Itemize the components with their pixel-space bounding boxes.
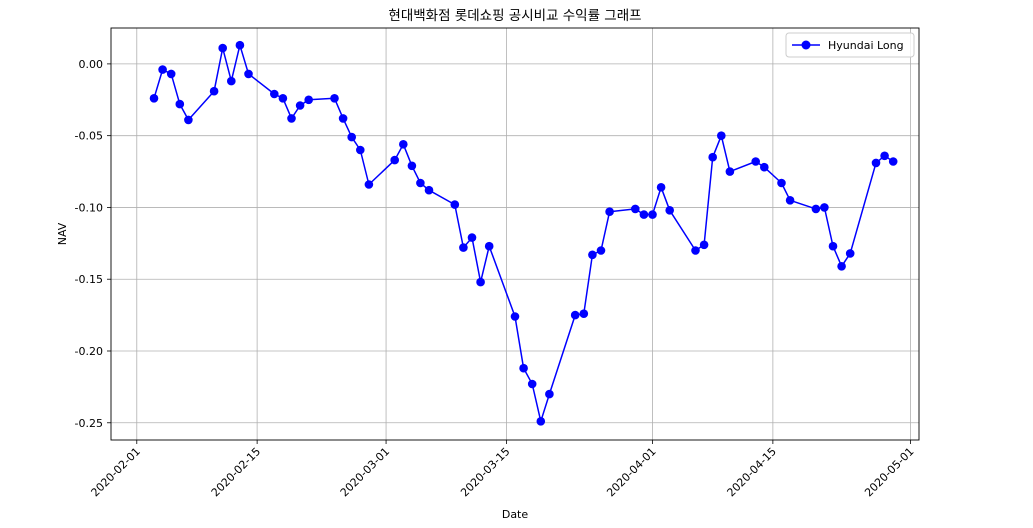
data-point [708,152,717,162]
data-point [467,233,477,242]
data-point [407,161,417,171]
data-point [330,94,339,103]
grid-lines [111,28,919,440]
data-point [596,246,606,255]
data-point [209,86,219,96]
data-point [536,417,546,426]
data-point [270,89,279,99]
legend: Hyundai Long [785,32,915,58]
data-point [579,309,589,319]
plot-frame [110,27,920,441]
y-tick-label: 0.00 [79,58,104,71]
data-point [424,185,434,195]
data-point [691,246,700,255]
data-point [871,158,881,168]
y-tick-label: -0.25 [75,417,103,430]
y-tick-label: -0.20 [75,345,103,358]
data-point [295,101,305,110]
data-point [545,389,554,399]
data-point [364,180,374,189]
data-point [278,94,288,103]
y-tick-label: -0.15 [75,273,103,286]
data-point [450,200,460,209]
data-point [484,241,494,251]
y-axis-title: NAV [56,222,69,245]
series-marker-layer [149,40,898,426]
data-point [287,114,296,123]
data-point [760,162,769,172]
data-point [588,250,597,260]
data-point [837,262,846,271]
data-point [158,65,167,74]
data-point [777,178,786,188]
data-point [785,196,795,205]
data-point [880,151,889,161]
data-point [570,310,580,320]
data-point [166,69,176,79]
x-axis-title: Date [502,508,529,521]
data-point [648,210,657,219]
data-point [665,206,674,215]
data-point [725,167,735,176]
data-point [416,178,425,188]
data-point [811,204,821,214]
data-point [399,140,408,149]
legend-box [785,32,915,58]
data-point [184,115,193,125]
data-point [527,379,537,389]
data-point [519,363,528,373]
legend-label: Hyundai Long [828,39,904,52]
data-point [605,207,614,216]
data-point [888,157,898,166]
data-point [845,249,855,258]
data-point [356,145,365,155]
data-point [699,240,709,250]
data-point [717,131,726,140]
y-tick-label: -0.05 [75,130,103,143]
y-axis-ticks: 0.00 -0.05 -0.10 -0.15 -0.20 -0.25 [75,58,111,430]
data-point [304,95,314,105]
data-point [235,40,245,50]
y-tick-label: -0.10 [75,201,103,214]
data-point [149,94,159,103]
data-point [639,210,649,219]
data-point [631,204,640,214]
data-point [820,203,829,212]
data-point [390,155,400,165]
chart-title: 현대백화점 롯데쇼핑 공시비교 수익률 그래프 [388,8,641,24]
data-point [751,157,760,166]
data-point [476,277,485,287]
data-point [244,69,253,79]
data-point [338,114,348,123]
data-point [828,241,838,251]
data-point [227,76,236,86]
data-point [656,183,666,192]
data-point [459,243,468,252]
legend-marker-swatch [801,40,811,50]
data-point [347,132,357,142]
data-point [175,99,185,109]
data-point [218,43,227,53]
data-point [510,312,520,321]
